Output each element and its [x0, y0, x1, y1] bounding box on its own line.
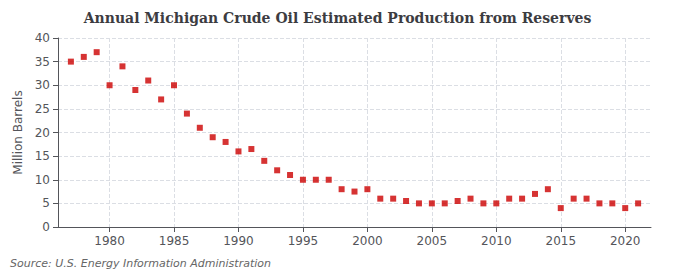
- svg-text:2000: 2000: [352, 234, 383, 248]
- svg-text:35: 35: [35, 55, 50, 69]
- svg-text:2005: 2005: [417, 234, 448, 248]
- svg-text:Annual Michigan Crude Oil Esti: Annual Michigan Crude Oil Estimated Prod…: [83, 10, 592, 26]
- svg-text:40: 40: [35, 31, 50, 45]
- svg-text:1990: 1990: [223, 234, 254, 248]
- svg-text:20: 20: [35, 126, 50, 140]
- svg-text:15: 15: [35, 149, 50, 163]
- svg-text:5: 5: [42, 196, 50, 210]
- svg-text:2015: 2015: [545, 234, 576, 248]
- svg-text:25: 25: [35, 102, 50, 116]
- svg-text:1995: 1995: [288, 234, 319, 248]
- svg-text:1985: 1985: [159, 234, 190, 248]
- svg-text:Source: U.S. Energy Informatio: Source: U.S. Energy Information Administ…: [10, 257, 271, 270]
- svg-text:30: 30: [35, 78, 50, 92]
- svg-text:0: 0: [42, 220, 50, 234]
- svg-text:2010: 2010: [481, 234, 512, 248]
- svg-text:1980: 1980: [94, 234, 125, 248]
- svg-text:Million Barrels: Million Barrels: [11, 90, 25, 174]
- svg-text:10: 10: [35, 173, 50, 187]
- svg-text:2020: 2020: [610, 234, 641, 248]
